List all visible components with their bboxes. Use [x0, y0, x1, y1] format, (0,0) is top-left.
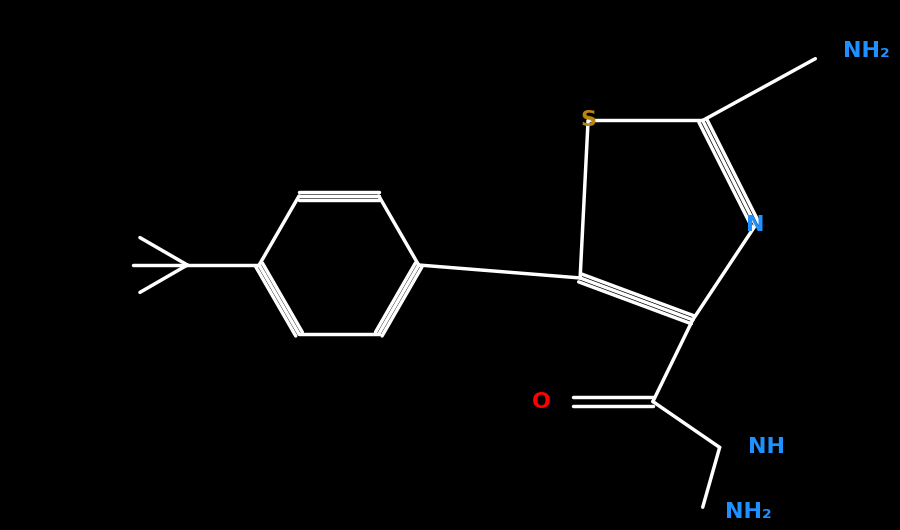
- Text: N: N: [746, 215, 765, 235]
- Text: NH₂: NH₂: [843, 41, 890, 61]
- Text: NH: NH: [748, 437, 785, 457]
- Text: O: O: [532, 392, 551, 412]
- Text: S: S: [580, 110, 596, 130]
- Text: NH₂: NH₂: [724, 502, 771, 522]
